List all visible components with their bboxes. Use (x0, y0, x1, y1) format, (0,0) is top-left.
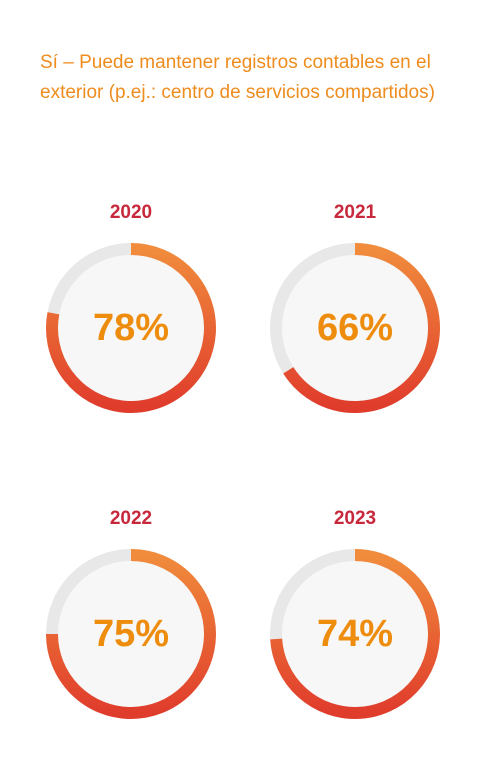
donut-year-label: 2023 (333, 508, 377, 529)
donut-year-label: 2020 (109, 202, 153, 223)
donut-graphic: 66% (270, 243, 440, 413)
donut-graphic: 78% (46, 243, 216, 413)
donut-chart-2023: 2023 74% (265, 508, 445, 728)
donut-arc (46, 549, 216, 719)
donut-value-label: 78% (93, 307, 169, 349)
donut-arc (270, 549, 440, 719)
donut-chart-2020: 2020 78% (41, 202, 221, 422)
donut-inner (282, 255, 428, 401)
donut-graphic: 74% (270, 549, 440, 719)
donut-year-label: 2021 (333, 202, 377, 223)
donut-inner (58, 255, 204, 401)
donut-inner (58, 561, 204, 707)
donut-arc (283, 243, 440, 413)
donut-graphic: 75% (46, 549, 216, 719)
donut-inner (282, 561, 428, 707)
chart-title: Sí – Puede mantener registros contables … (40, 52, 435, 103)
donut-value-label: 75% (93, 613, 169, 655)
donut-year-label: 2022 (109, 508, 153, 529)
donut-arc (46, 243, 216, 413)
donut-chart-2021: 2021 66% (265, 202, 445, 422)
donut-chart-2022: 2022 75% (41, 508, 221, 728)
donut-value-label: 74% (317, 613, 393, 655)
donut-value-label: 66% (317, 307, 393, 349)
